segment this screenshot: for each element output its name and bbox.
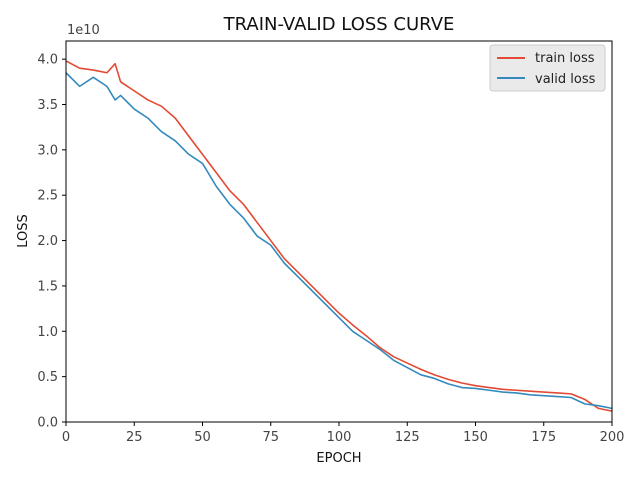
- x-tick-label: 75: [262, 430, 279, 445]
- x-tick-label: 175: [531, 430, 556, 445]
- y-tick-label: 2.0: [37, 234, 58, 249]
- y-tick-label: 0.0: [37, 416, 58, 431]
- chart-title: TRAIN-VALID LOSS CURVE: [223, 14, 455, 35]
- legend-box: [489, 44, 606, 92]
- x-tick-label: 50: [194, 430, 211, 445]
- y-axis-label: LOSS: [16, 214, 31, 248]
- y-tick-label: 3.5: [37, 98, 58, 113]
- y-tick-label: 1.5: [37, 279, 58, 294]
- x-tick-label: 150: [463, 430, 488, 445]
- y-tick-label: 1.0: [37, 325, 58, 340]
- legend: train loss valid loss: [489, 44, 606, 92]
- x-tick-label: 125: [395, 430, 420, 445]
- legend-label-train-loss: train loss: [535, 51, 595, 66]
- plot-area-frame: [65, 40, 613, 423]
- y-tick-label: 4.0: [37, 53, 58, 68]
- series-line-train-loss: [65, 60, 613, 412]
- y-tick-label: 2.5: [37, 189, 58, 204]
- series-lines: [65, 60, 613, 412]
- x-tick-label: 25: [126, 430, 143, 445]
- series-line-valid-loss: [65, 72, 613, 410]
- axis-ticks: 0 25 50 75 100 125 150 175 200 0.0 0.5 1.0 1.5 2.0 2.5…: [37, 53, 624, 445]
- x-tick-label: 100: [327, 430, 352, 445]
- x-tick-label: 0: [62, 430, 70, 445]
- y-tick-label: 0.5: [37, 370, 58, 385]
- y-axis-multiplier: 1e10: [67, 23, 100, 38]
- y-tick-label: 3.0: [37, 143, 58, 158]
- x-axis-label: EPOCH: [316, 451, 361, 466]
- legend-label-valid-loss: valid loss: [535, 72, 596, 87]
- x-tick-label: 200: [600, 430, 625, 445]
